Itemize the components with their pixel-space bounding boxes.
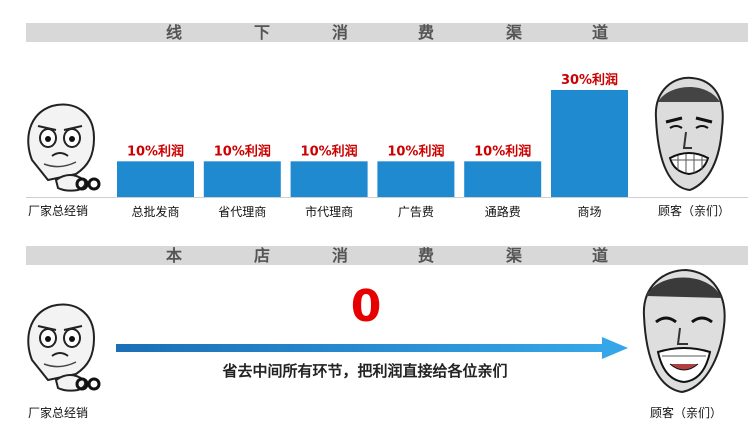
bar-data-label: 10%利润 [474,143,531,159]
bar [290,161,368,197]
bar [551,89,628,197]
bar [377,161,455,197]
bar-data-label: 10%利润 [214,143,271,159]
right-label-top: 顾客（亲们） [657,204,731,218]
top-banner-char: 下 [253,23,271,42]
top-banner-char: 线 [165,23,183,42]
bar-data-label: 10%利润 [127,143,184,159]
grinning-face-icon [654,76,724,192]
category-label: 省代理商 [218,204,266,219]
right-arrow-icon [116,337,628,359]
left-label: 厂家总经销 [27,406,89,420]
bottom-banner-char: 渠 [505,246,523,265]
category-label: 总批发商 [131,204,179,219]
bottom-banner-char: 消 [331,246,349,265]
top-banner-char: 消 [331,23,349,42]
bar [117,161,194,197]
bar-data-label: 10%利润 [301,143,358,159]
right-label-bottom: 顾客（亲们） [649,406,723,420]
top-banner-char: 道 [591,23,609,42]
bar-data-label: 30%利润 [561,72,618,88]
bottom-caption: 省去中间所有环节，把利润直接给各位亲们 [222,362,508,380]
bottom-banner: 本 店 消 费 渠 道 [26,246,748,265]
bar-data-label: 10%利润 [387,143,444,159]
top-banner: 线 下 消 费 渠 道 [26,23,748,42]
left-label: 厂家总经销 [27,204,89,218]
thinking-face-icon [27,303,101,392]
thinking-face-icon [27,103,101,192]
category-label: 通路费 [485,204,521,219]
bottom-banner-char: 费 [417,246,435,265]
bottom-banner-char: 道 [591,246,609,265]
top-banner-char: 渠 [505,23,523,42]
category-label: 广告费 [398,205,434,219]
bar [203,161,281,197]
top-banner-char: 费 [417,23,435,42]
zero-value: 0 [350,281,382,332]
bottom-banner-char: 店 [253,246,271,265]
bar [464,161,542,197]
category-label: 市代理商 [305,204,353,219]
category-label: 商场 [577,204,601,219]
laughing-face-icon [642,268,726,394]
bottom-banner-char: 本 [165,246,183,265]
